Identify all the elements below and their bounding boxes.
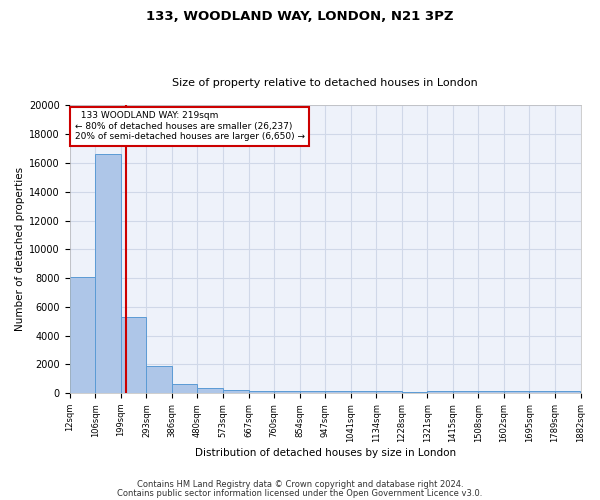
Bar <box>274 390 299 393</box>
Bar <box>402 392 427 393</box>
Bar <box>427 391 453 393</box>
Bar <box>453 392 478 393</box>
Bar <box>376 392 402 393</box>
Bar <box>197 388 223 393</box>
Bar <box>299 390 325 393</box>
Bar <box>172 384 197 393</box>
Bar <box>146 366 172 393</box>
Bar <box>504 392 529 393</box>
Bar <box>223 390 248 393</box>
Title: Size of property relative to detached houses in London: Size of property relative to detached ho… <box>172 78 478 88</box>
Text: Contains HM Land Registry data © Crown copyright and database right 2024.: Contains HM Land Registry data © Crown c… <box>137 480 463 489</box>
X-axis label: Distribution of detached houses by size in London: Distribution of detached houses by size … <box>194 448 455 458</box>
Y-axis label: Number of detached properties: Number of detached properties <box>15 167 25 332</box>
Bar <box>248 390 274 393</box>
Text: Contains public sector information licensed under the Open Government Licence v3: Contains public sector information licen… <box>118 488 482 498</box>
Bar <box>351 392 376 393</box>
Bar <box>121 317 146 393</box>
Bar <box>95 154 121 393</box>
Text: 133 WOODLAND WAY: 219sqm
← 80% of detached houses are smaller (26,237)
20% of se: 133 WOODLAND WAY: 219sqm ← 80% of detach… <box>75 111 305 141</box>
Text: 133, WOODLAND WAY, LONDON, N21 3PZ: 133, WOODLAND WAY, LONDON, N21 3PZ <box>146 10 454 23</box>
Bar <box>555 392 580 393</box>
Bar <box>70 276 95 393</box>
Bar <box>325 391 351 393</box>
Bar <box>529 392 555 393</box>
Bar <box>478 392 504 393</box>
